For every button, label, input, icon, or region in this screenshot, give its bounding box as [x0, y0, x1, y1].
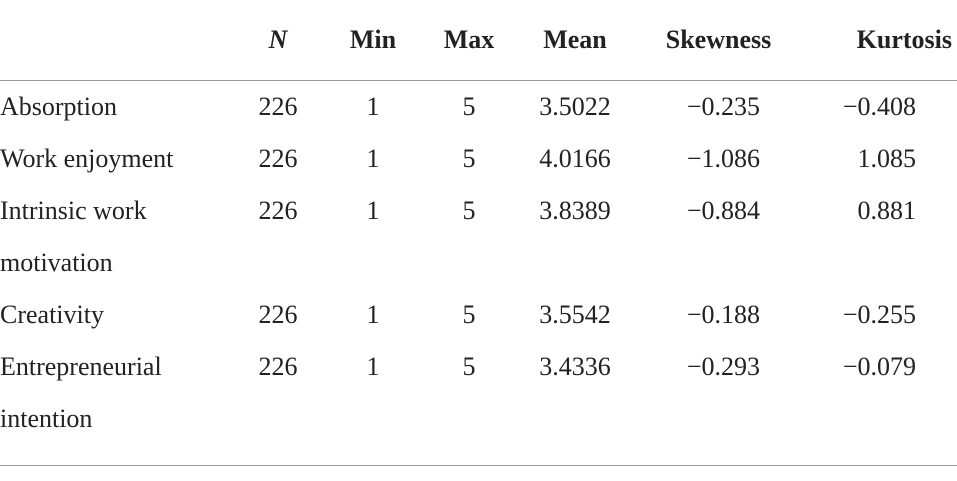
header-cell [0, 0, 240, 81]
table-row: Intrinsic work motivation 226 1 5 3.8389 −0.8… [0, 185, 957, 289]
cell-value: 1 [366, 92, 380, 121]
cell-value: 5 [462, 144, 476, 173]
column-header: Skewness [642, 0, 795, 81]
cell-value: −0.235 [686, 92, 760, 121]
cell-value: 3.8389 [539, 196, 611, 225]
cell-value: 226 [240, 341, 316, 466]
cell-value: 4.0166 [539, 144, 611, 173]
table-row: Work enjoyment 226 1 5 4.0166 −1.086 1.085 [0, 133, 957, 185]
cell-value: 0.881 [857, 196, 917, 225]
table-header: N Min Max Mean Skewness Kurtosis [0, 0, 957, 81]
cell-value: 5 [430, 341, 508, 466]
cell-value: 5 [462, 92, 476, 121]
row-label: Creativity [0, 300, 104, 329]
column-header: Max [430, 0, 508, 81]
row-label: Intrinsic work motivation [0, 196, 147, 277]
cell-value: −0.408 [842, 92, 916, 121]
row-label: Entrepreneurial intention [0, 341, 240, 466]
statistics-table: N Min Max Mean Skewness Kurtosis Absorption 22… [0, 0, 957, 466]
column-header: Kurtosis [795, 0, 957, 81]
cell-value: 226 [258, 196, 298, 225]
cell-value: −1.086 [686, 144, 760, 173]
column-header: Min [316, 0, 430, 81]
header-row: N Min Max Mean Skewness Kurtosis [0, 0, 957, 81]
cell-value: 226 [258, 92, 298, 121]
cell-value: −0.884 [686, 196, 760, 225]
cell-value: 226 [258, 144, 298, 173]
cell-value: 3.5542 [539, 300, 611, 329]
row-label: Work enjoyment [0, 144, 174, 173]
cell-value: 1 [366, 144, 380, 173]
cell-value: 5 [462, 300, 476, 329]
cell-value: 5 [462, 196, 476, 225]
cell-value: −0.255 [842, 300, 916, 329]
column-header: N [240, 0, 316, 81]
table-body: Absorption 226 1 5 3.5022 −0.235 −0.408 Work en… [0, 81, 957, 466]
cell-value: −0.079 [795, 341, 957, 466]
cell-value: 1 [366, 300, 380, 329]
cell-value: 3.4336 [508, 341, 642, 466]
cell-value: 1.085 [857, 144, 917, 173]
cell-value: −0.188 [686, 300, 760, 329]
column-header: Mean [508, 0, 642, 81]
table-row: Creativity 226 1 5 3.5542 −0.188 −0.255 [0, 289, 957, 341]
cell-value: 1 [316, 341, 430, 466]
table-row: Entrepreneurial intention 226 1 5 3.4336 −0.2… [0, 341, 957, 466]
cell-value: −0.293 [642, 341, 795, 466]
table-row: Absorption 226 1 5 3.5022 −0.235 −0.408 [0, 81, 957, 134]
cell-value: 226 [258, 300, 298, 329]
cell-value: 1 [366, 196, 380, 225]
row-label: Absorption [0, 92, 117, 121]
cell-value: 3.5022 [539, 92, 611, 121]
